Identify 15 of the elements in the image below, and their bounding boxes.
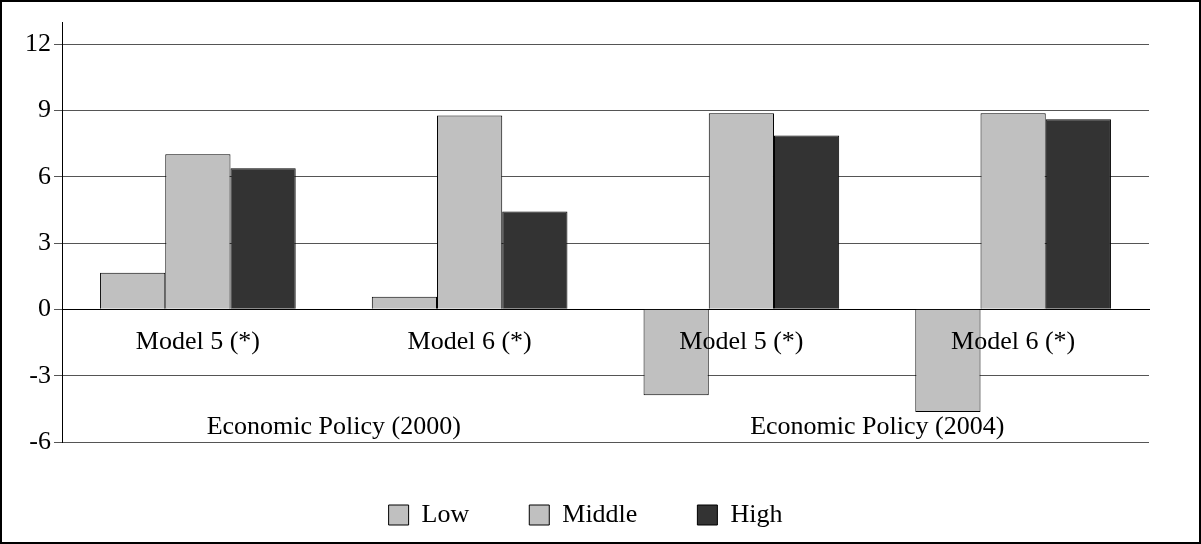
legend-label: Middle <box>562 498 638 528</box>
y-tick-label: -3 <box>29 359 51 389</box>
legend-label: Low <box>421 498 470 528</box>
y-tick-label: 12 <box>25 27 51 57</box>
y-tick-label: 6 <box>38 160 51 190</box>
annotation: Economic Policy (2000) <box>206 410 461 440</box>
x-tick-label: Model 5 (*) <box>135 326 260 356</box>
y-tick-label: 0 <box>38 293 51 323</box>
x-tick-label: Model 6 (*) <box>407 326 532 356</box>
annotation: Economic Policy (2004) <box>750 410 1005 440</box>
y-tick-label: 3 <box>38 226 51 256</box>
x-tick-label: Model 6 (*) <box>951 326 1076 356</box>
y-tick-label: 9 <box>38 94 51 124</box>
legend-label: High <box>730 498 783 528</box>
y-tick-label: -6 <box>29 425 51 455</box>
